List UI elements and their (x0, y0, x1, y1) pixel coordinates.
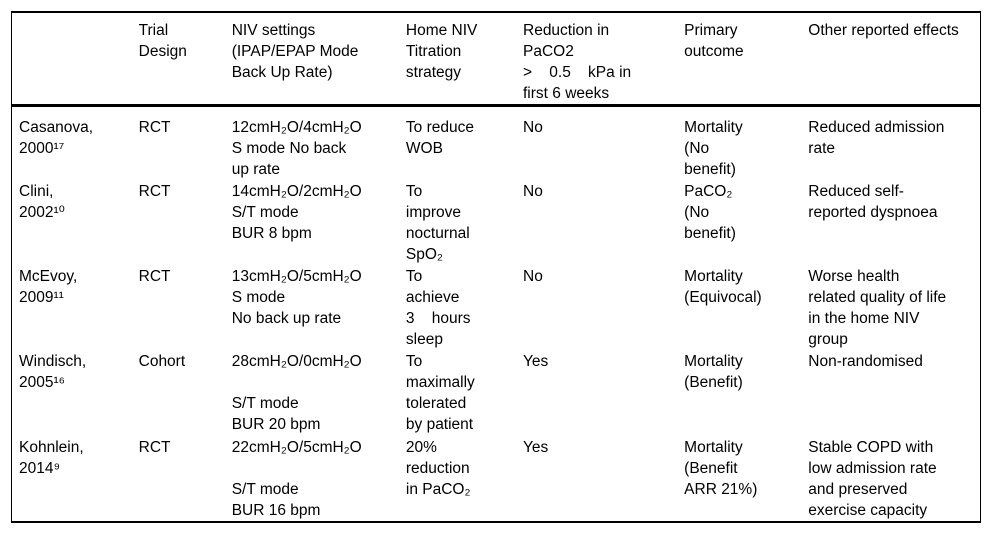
col-header-study (11, 12, 139, 107)
study-cell: Windisch, 2005¹⁶ (19, 352, 87, 391)
niv-settings-cell: 14cmH₂O/2cmH₂O S/T mode BUR 8 bpm (231, 182, 362, 242)
table-row-mcevoy: McEvoy, 2009¹¹ RCT 13cmH₂O/5cmH₂O S mode… (12, 266, 981, 351)
other-effects-cell: Worse health related quality of life in … (808, 267, 947, 348)
primary-outcome-cell: Mortality (Benefit) (684, 352, 743, 391)
other-effects-cell: Stable COPD with low admission rate and … (808, 438, 937, 519)
other-effects-cell: Reduced self- reported dyspnoea (808, 182, 938, 221)
primary-outcome-cell: Mortality (Equivocal) (684, 267, 762, 306)
niv-settings-cell: 13cmH₂O/5cmH₂O S mode No back up rate (231, 267, 362, 327)
col-header-trial-design: Trial Design (138, 12, 232, 107)
table-row-clini: Clini, 2002¹⁰ RCT 14cmH₂O/2cmH₂O S/T mod… (12, 181, 981, 266)
titration-strategy-cell: To achieve 3 hours sleep (405, 267, 471, 348)
titration-strategy-cell: 20% reduction in PaCO₂ (405, 438, 471, 498)
study-cell: Casanova, 2000¹⁷ (19, 119, 94, 157)
trial-design-cell: Cohort (138, 352, 186, 370)
col-header-titration-strategy: Home NIV Titration strategy (405, 12, 523, 107)
paco2-reduction-cell: Yes (523, 352, 549, 370)
paco2-reduction-cell: No (523, 182, 543, 200)
header-row: Trial Design NIV settings (IPAP/EPAP Mod… (11, 12, 981, 107)
titration-strategy-cell: To maximally tolerated by patient (405, 352, 475, 433)
study-cell: Kohnlein, 2014⁹ (19, 438, 84, 477)
titration-strategy-cell: To improve nocturnal SpO₂ (405, 182, 470, 263)
table-row-windisch: Windisch, 2005¹⁶ Cohort 28cmH₂O/0cmH₂O S… (12, 351, 981, 437)
col-header-niv-settings: NIV settings (IPAP/EPAP Mode Back Up Rat… (231, 12, 406, 107)
trial-design-cell: RCT (138, 182, 171, 200)
trial-design-cell: RCT (138, 438, 171, 456)
niv-settings-cell: 22cmH₂O/5cmH₂O S/T mode BUR 16 bpm (231, 438, 362, 519)
primary-outcome-cell: Mortality (Benefit ARR 21%) (684, 438, 758, 498)
paco2-reduction-cell: No (523, 119, 543, 136)
trial-design-cell: RCT (138, 119, 171, 136)
table-row-casanova: Casanova, 2000¹⁷ RCT 12cmH₂O/4cmH₂O S mo… (12, 106, 981, 181)
primary-outcome-cell: Mortality (No benefit) (684, 119, 743, 178)
trial-design-cell: RCT (138, 267, 171, 285)
study-cell: Clini, 2002¹⁰ (19, 182, 65, 221)
other-effects-cell: Non-randomised (808, 352, 923, 370)
study-cell: McEvoy, 2009¹¹ (19, 267, 78, 306)
other-effects-cell: Reduced admission rate (808, 119, 945, 157)
col-header-other-effects: Other reported effects (808, 12, 981, 107)
niv-trials-table: Trial Design NIV settings (IPAP/EPAP Mod… (11, 11, 981, 523)
primary-outcome-cell: PaCO₂ (No benefit) (684, 182, 736, 242)
table-row-kohnlein: Kohnlein, 2014⁹ RCT 22cmH₂O/5cmH₂O S/T m… (12, 437, 981, 522)
paco2-reduction-cell: Yes (523, 438, 549, 456)
niv-settings-cell: 12cmH₂O/4cmH₂O S mode No back up rate (231, 119, 362, 178)
niv-settings-cell: 28cmH₂O/0cmH₂O S/T mode BUR 20 bpm (231, 352, 362, 433)
col-header-paco2-reduction: Reduction in PaCO2 > 0.5 kPa in first 6 … (523, 12, 685, 107)
col-header-primary-outcome: Primary outcome (684, 12, 809, 107)
paco2-reduction-cell: No (523, 267, 543, 285)
titration-strategy-cell: To reduce WOB (405, 119, 474, 157)
